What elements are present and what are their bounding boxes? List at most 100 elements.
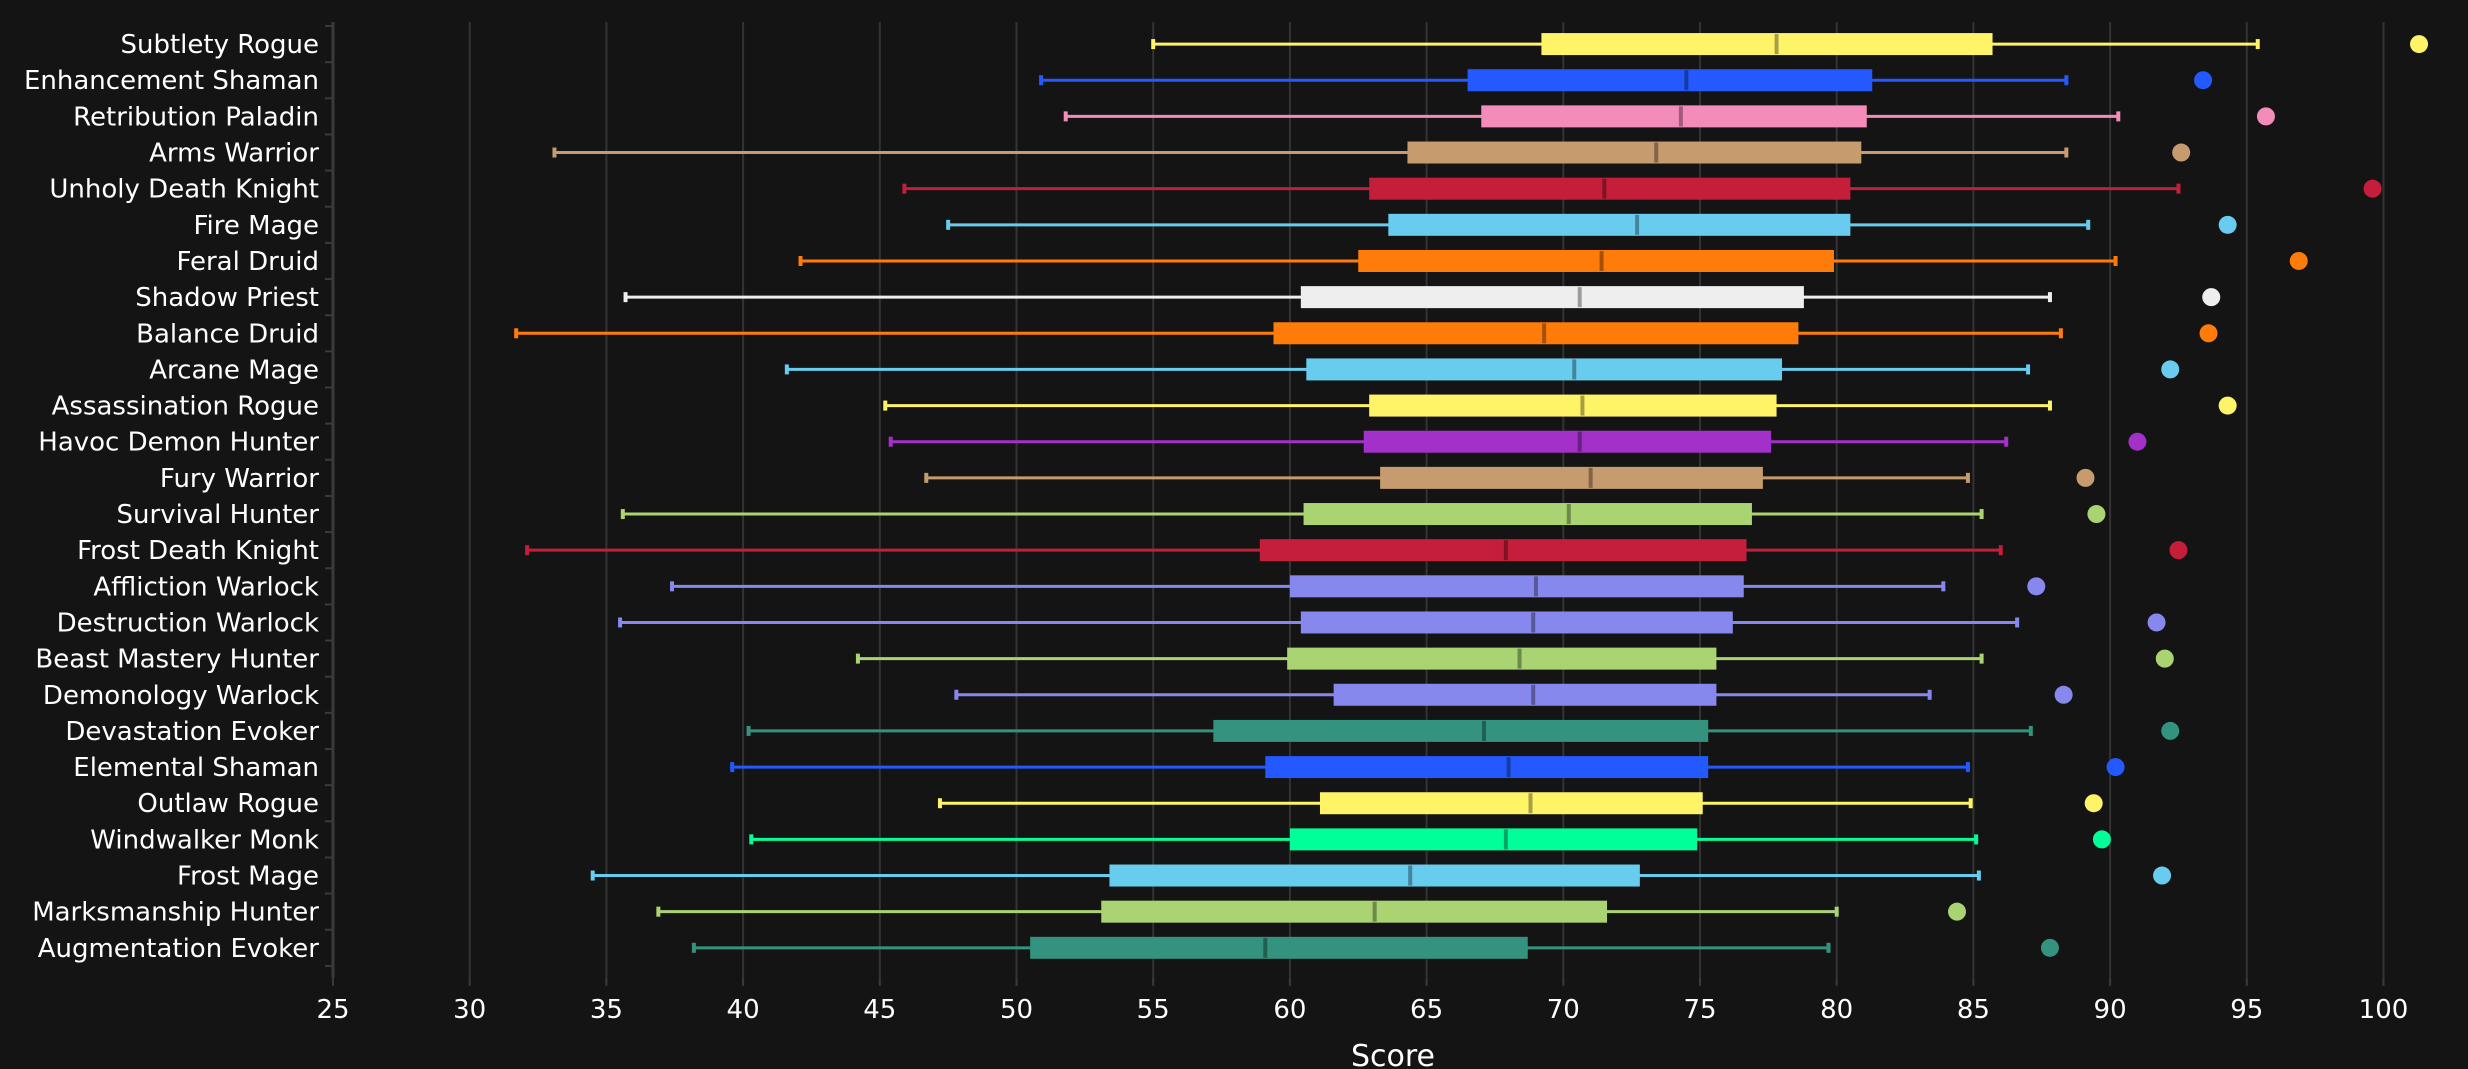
box-row: Outlaw Rogue — [137, 789, 2103, 819]
max-score-dot — [2076, 468, 2095, 487]
x-tick-label: 85 — [1957, 995, 1990, 1025]
row-label: Havoc Demon Hunter — [38, 428, 319, 458]
max-score-dot — [2202, 288, 2221, 307]
row-label: Augmentation Evoker — [38, 934, 320, 964]
max-score-dot — [2040, 938, 2059, 957]
row-label: Outlaw Rogue — [137, 789, 319, 819]
row-label: Arms Warrior — [149, 139, 319, 169]
iqr-box — [1541, 33, 1993, 56]
max-score-dot — [1947, 902, 1966, 921]
x-tick-label: 90 — [2094, 995, 2127, 1025]
x-tick-label: 45 — [863, 995, 896, 1025]
y-axis-ticks — [325, 25, 333, 967]
iqr-box — [1101, 900, 1608, 923]
iqr-box — [1363, 430, 1772, 453]
box-row: Survival Hunter — [117, 500, 2106, 530]
x-tick-label: 80 — [1820, 995, 1853, 1025]
max-score-dot — [2363, 179, 2382, 198]
row-label: Elemental Shaman — [73, 753, 319, 783]
max-score-dot — [2092, 830, 2111, 849]
x-tick-label: 35 — [590, 995, 623, 1025]
box-row: Arcane Mage — [149, 355, 2180, 385]
max-score-dot — [2256, 107, 2275, 126]
iqr-box — [1109, 864, 1640, 887]
row-label: Fury Warrior — [160, 464, 319, 494]
max-score-dot — [2289, 251, 2308, 270]
iqr-box — [1287, 647, 1717, 670]
row-label: Windwalker Monk — [90, 825, 319, 855]
max-score-dot — [2199, 324, 2218, 343]
box-row: Arms Warrior — [149, 139, 2191, 169]
max-score-dot — [2106, 758, 2125, 777]
x-tick-label: 70 — [1547, 995, 1580, 1025]
iqr-box — [1388, 213, 1851, 236]
x-tick-label: 60 — [1273, 995, 1306, 1025]
box-row: Fire Mage — [193, 211, 2237, 241]
box-row: Frost Mage — [177, 862, 2172, 892]
row-label: Unholy Death Knight — [49, 175, 319, 205]
row-label: Marksmanship Hunter — [32, 898, 319, 928]
iqr-box — [1333, 683, 1717, 706]
iqr-box — [1306, 358, 1783, 381]
iqr-box — [1289, 575, 1744, 598]
row-label: Beast Mastery Hunter — [35, 645, 319, 675]
box-row: Retribution Paladin — [73, 102, 2275, 132]
iqr-box — [1380, 466, 1763, 489]
iqr-box — [1358, 249, 1834, 272]
box-row: Fury Warrior — [160, 464, 2095, 494]
box-row: Unholy Death Knight — [49, 175, 2382, 205]
x-tick-label: 95 — [2230, 995, 2263, 1025]
max-score-dot — [2161, 360, 2180, 379]
row-label: Arcane Mage — [149, 355, 319, 385]
row-label: Affliction Warlock — [93, 572, 319, 602]
max-score-dot — [2194, 71, 2213, 90]
iqr-box — [1407, 141, 1862, 164]
row-label: Balance Druid — [136, 319, 319, 349]
box-row: Subtlety Rogue — [120, 30, 2429, 60]
row-label: Destruction Warlock — [57, 608, 319, 638]
box-row: Enhancement Shaman — [24, 66, 2213, 96]
row-label: Devastation Evoker — [65, 717, 319, 747]
box-row: Havoc Demon Hunter — [38, 428, 2147, 458]
max-score-dot — [2172, 143, 2191, 162]
row-label: Subtlety Rogue — [120, 30, 319, 60]
max-score-dot — [2128, 432, 2147, 451]
box-row: Beast Mastery Hunter — [35, 645, 2174, 675]
x-axis-label: Score — [1351, 1039, 1435, 1069]
max-score-dot — [2027, 577, 2046, 596]
box-row: Marksmanship Hunter — [32, 898, 1966, 928]
max-score-dot — [2084, 794, 2103, 813]
box-row: Devastation Evoker — [65, 717, 2180, 747]
max-score-dot — [2410, 35, 2429, 54]
iqr-box — [1300, 611, 1733, 634]
x-tick-label: 65 — [1410, 995, 1443, 1025]
box-row: Windwalker Monk — [90, 825, 2111, 855]
x-tick-label: 40 — [727, 995, 760, 1025]
box-row: Shadow Priest — [135, 283, 2221, 313]
row-label: Enhancement Shaman — [24, 66, 319, 96]
max-score-dot — [2087, 505, 2106, 524]
row-label: Retribution Paladin — [73, 102, 319, 132]
iqr-box — [1289, 828, 1698, 851]
iqr-box — [1259, 539, 1747, 562]
iqr-box — [1369, 394, 1777, 417]
box-row: Balance Druid — [136, 319, 2218, 349]
iqr-box — [1481, 105, 1867, 128]
row-label: Assassination Rogue — [52, 392, 319, 422]
iqr-box — [1319, 792, 1703, 815]
box-rows: Subtlety Rogue Enhancement Shaman Retribut… — [24, 30, 2429, 964]
x-tick-label: 30 — [453, 995, 486, 1025]
box-row: Feral Druid — [176, 247, 2308, 277]
max-score-dot — [2218, 215, 2237, 234]
max-score-dot — [2155, 649, 2174, 668]
iqr-box — [1303, 503, 1752, 526]
iqr-box — [1273, 322, 1799, 345]
x-tick-label: 50 — [1000, 995, 1033, 1025]
iqr-box — [1030, 936, 1528, 959]
box-row: Affliction Warlock — [93, 572, 2046, 602]
iqr-box — [1369, 177, 1851, 200]
box-row: Demonology Warlock — [43, 681, 2073, 711]
box-row: Augmentation Evoker — [38, 934, 2059, 964]
box-row: Elemental Shaman — [73, 753, 2125, 783]
